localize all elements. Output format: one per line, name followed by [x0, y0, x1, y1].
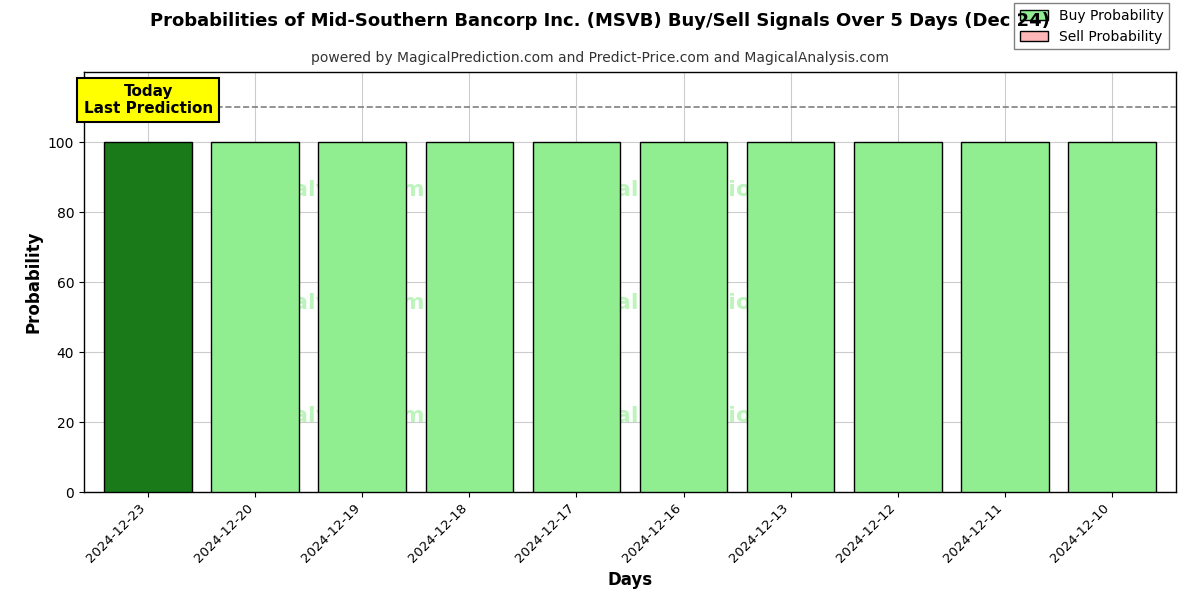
Text: MagicalPrediction.com: MagicalPrediction.com [542, 179, 827, 200]
Bar [104, 142, 192, 492]
X-axis label: Days: Days [607, 571, 653, 589]
Legend: Buy Probability, Sell Probability: Buy Probability, Sell Probability [1014, 4, 1169, 49]
Text: MagicalPrediction.com: MagicalPrediction.com [542, 293, 827, 313]
Bar [533, 142, 620, 492]
Bar [318, 142, 407, 492]
Text: Today
Last Prediction: Today Last Prediction [84, 84, 212, 116]
Bar [746, 142, 834, 492]
Text: calAnalysis.com: calAnalysis.com [224, 179, 425, 200]
Text: calAnalysis.com: calAnalysis.com [224, 406, 425, 427]
Bar [640, 142, 727, 492]
Text: MagicalPrediction.com: MagicalPrediction.com [542, 406, 827, 427]
Bar [853, 142, 942, 492]
Bar [426, 142, 514, 492]
Bar [211, 142, 299, 492]
Bar [1068, 142, 1156, 492]
Y-axis label: Probability: Probability [24, 231, 42, 333]
Text: calAnalysis.com: calAnalysis.com [224, 293, 425, 313]
Bar [961, 142, 1049, 492]
Text: powered by MagicalPrediction.com and Predict-Price.com and MagicalAnalysis.com: powered by MagicalPrediction.com and Pre… [311, 51, 889, 65]
Text: Probabilities of Mid-Southern Bancorp Inc. (MSVB) Buy/Sell Signals Over 5 Days (: Probabilities of Mid-Southern Bancorp In… [150, 12, 1050, 30]
